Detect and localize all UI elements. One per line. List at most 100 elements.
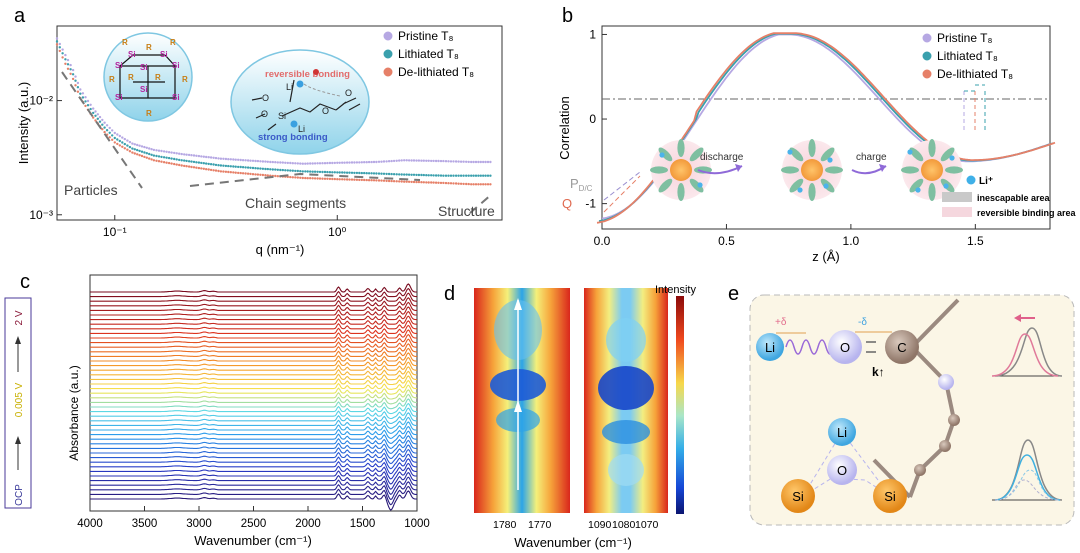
panel-a-point (345, 171, 349, 174)
panel-a-point (81, 96, 85, 99)
panel-a-point (415, 159, 418, 162)
panel-a-point (162, 156, 166, 159)
panel-a-point (170, 151, 173, 154)
panel-a-point (489, 183, 492, 186)
panel-a-point (126, 144, 129, 147)
q-dc-label: Q (562, 196, 572, 211)
panel-a-point (155, 159, 158, 162)
panel-a-point (173, 162, 176, 166)
si-atom-label-left: Si (792, 489, 804, 504)
panel-a-point (484, 160, 487, 164)
panel-a-point (145, 152, 148, 155)
panel-a-point (111, 134, 114, 137)
panel-a-point (183, 153, 186, 156)
heatmap-right (584, 288, 668, 513)
panel-a-point (239, 165, 242, 169)
panel-a-point (304, 170, 307, 173)
panel-a-point (382, 179, 386, 182)
panel-a-point (61, 52, 64, 55)
panel-a-point (264, 160, 267, 163)
panel-a-point (229, 171, 232, 174)
reversible-area-label: reversible binding area (977, 208, 1077, 218)
panel-a-point (241, 159, 245, 162)
panel-a-point (121, 145, 124, 148)
li-ion-dot (797, 187, 803, 193)
panel-a-point (136, 143, 139, 147)
panel-a-point (284, 169, 287, 172)
panel-a-point (410, 180, 413, 184)
panel-a-point (377, 179, 381, 182)
panel-a-point (465, 160, 468, 163)
panel-a-point (217, 164, 220, 167)
heatmap-right-tick-1080: 1080 (612, 519, 636, 531)
particles-label: Particles (64, 182, 118, 198)
oxygen-atom-icon (828, 330, 862, 364)
panel-a-point (138, 149, 141, 153)
panel-a-point (437, 181, 440, 184)
panel-a-point (165, 156, 168, 159)
panel-a-point (477, 174, 480, 177)
panel-a-point (447, 160, 450, 163)
panel-c-spectrum-11 (90, 439, 417, 454)
panel-a-point (251, 166, 255, 170)
panel-b-legend-label-2: De-lithiated T₈ (937, 67, 1013, 81)
panel-c-spectrum-3 (90, 476, 417, 495)
panel-a-point (412, 173, 416, 176)
li-ion-dot (943, 183, 949, 189)
panel-a-point (470, 183, 473, 186)
panel-a-point (462, 174, 465, 177)
li-ion-dot (697, 182, 703, 188)
panel-a-point (192, 166, 196, 169)
panel-a-point (178, 152, 181, 155)
panel-a-legend-marker-2 (382, 66, 394, 78)
panel-a-point (444, 174, 448, 177)
panel-a-point (434, 174, 438, 177)
panel-a-point (261, 173, 265, 177)
panel-a-point (259, 160, 262, 163)
panel-a: a Intensity (a.u.) q (nm⁻¹) 10⁻¹ 10⁰10⁻³1… (14, 5, 503, 257)
panel-a-point (200, 155, 203, 158)
panel-a-point (274, 174, 277, 178)
panel-a-point (462, 182, 465, 186)
panel-a-point (207, 168, 210, 171)
flower-petal (808, 183, 816, 201)
panel-a-point (484, 183, 487, 186)
panel-c-spectrum-4 (90, 471, 417, 490)
panel-a-point (296, 169, 299, 173)
panel-a-point (395, 159, 398, 162)
panel-a-point (175, 158, 178, 161)
panel-a-point (415, 180, 418, 184)
panel-a-point (165, 161, 168, 164)
panel-a-point (375, 172, 378, 175)
panel-a-point (219, 164, 223, 167)
panel-a-point (479, 160, 482, 164)
oxygen-small-icon (938, 374, 954, 390)
panel-a-point (449, 174, 453, 177)
panel-c-spectrum-25 (90, 375, 417, 386)
panel-a-point (259, 173, 262, 176)
panel-a-point (452, 174, 455, 177)
panel-a-point (486, 174, 490, 177)
force-constant-label: k↑ (872, 365, 885, 379)
panel-a-point (299, 162, 302, 165)
panel-a-point (94, 110, 97, 113)
li-ion-dot (949, 155, 955, 161)
heatmap-right-tick-1070: 1070 (635, 519, 659, 531)
panel-a-point (254, 167, 257, 170)
panel-a-point (74, 75, 77, 78)
panel-a-point (309, 177, 312, 180)
panel-c-spectrum-0 (90, 490, 417, 511)
panel-a-point (271, 168, 274, 171)
panel-a-point (482, 183, 485, 186)
panel-a-point (407, 159, 411, 162)
panel-a-point (316, 162, 319, 165)
panel-a-point (370, 172, 373, 175)
panel-a-point (336, 178, 339, 181)
panel-a-point (311, 162, 314, 165)
panel-a-point (256, 159, 260, 163)
flower-petal (825, 166, 843, 174)
panel-a-point (69, 72, 72, 76)
panel-a-point (175, 152, 178, 155)
panel-a-point (467, 160, 470, 164)
flower-core (670, 159, 692, 181)
